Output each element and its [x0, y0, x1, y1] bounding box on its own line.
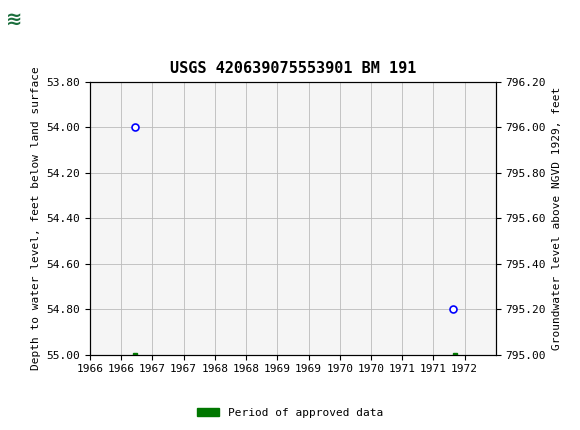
Text: ≋: ≋ [6, 10, 22, 29]
Y-axis label: Groundwater level above NGVD 1929, feet: Groundwater level above NGVD 1929, feet [552, 86, 561, 350]
Text: USGS: USGS [41, 11, 96, 29]
Bar [3, 3, 102, 38]
Legend: Period of approved data: Period of approved data [193, 403, 387, 422]
Y-axis label: Depth to water level, feet below land surface: Depth to water level, feet below land su… [31, 66, 41, 370]
Title: USGS 420639075553901 BM 191: USGS 420639075553901 BM 191 [170, 61, 416, 77]
